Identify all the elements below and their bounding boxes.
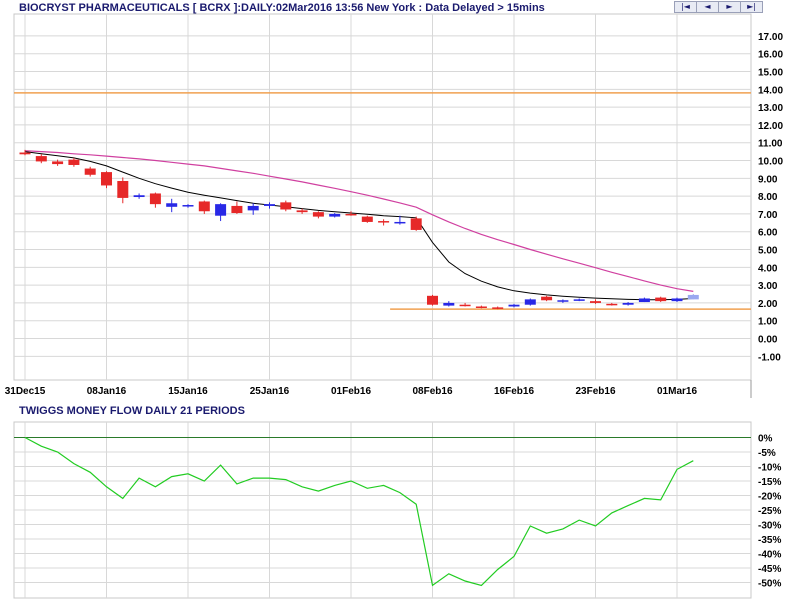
flow-y-tick-label: -45% — [758, 564, 781, 575]
moving-average-slow — [24, 150, 694, 292]
candle-body — [35, 156, 47, 162]
candle-body — [312, 212, 324, 217]
candle-body — [345, 213, 357, 216]
money-flow-line — [24, 436, 694, 587]
candle-body — [394, 221, 406, 224]
price-y-tick-label: 14.00 — [758, 85, 783, 96]
candle-body — [101, 172, 112, 186]
candle-body — [687, 294, 699, 300]
candle-body — [427, 295, 438, 305]
money-flow-title: TWIGGS MONEY FLOW DAILY 21 PERIODS — [19, 405, 245, 417]
flow-y-tick-label: -50% — [758, 579, 781, 590]
candle-body — [68, 159, 80, 165]
candle-body — [52, 161, 64, 165]
last-icon: ►| — [747, 2, 756, 11]
price-y-tick-label: 17.00 — [758, 32, 783, 43]
prev-icon: ◄ — [704, 2, 711, 11]
candle-body — [655, 297, 667, 302]
candle-body — [84, 168, 96, 175]
candle-body — [443, 302, 455, 306]
candle-body — [231, 205, 243, 214]
candle-body — [215, 204, 227, 216]
x-tick-label: 25Jan16 — [250, 386, 290, 397]
flow-y-tick-label: -10% — [758, 463, 781, 474]
x-tick-label: 31Dec15 — [5, 386, 46, 397]
moving-average-fast — [24, 151, 694, 301]
price-y-tick-label: 9.00 — [758, 174, 778, 185]
candle-body — [280, 202, 292, 210]
candle-body — [149, 193, 161, 205]
x-tick-label: 15Jan16 — [168, 386, 208, 397]
price-y-tick-label: 7.00 — [758, 210, 778, 221]
candle-body — [361, 216, 373, 222]
flow-y-tick-label: -35% — [758, 535, 781, 546]
price-y-tick-label: 6.00 — [758, 228, 778, 239]
x-tick-label: 01Mar16 — [657, 386, 697, 397]
flow-y-tick-label: -15% — [758, 477, 781, 488]
prev-button[interactable]: ◄ — [696, 1, 719, 13]
price-y-tick-label: -1.00 — [758, 352, 781, 363]
price-y-tick-label: 4.00 — [758, 263, 778, 274]
candle-body — [329, 213, 341, 217]
candle-body — [247, 205, 259, 211]
x-tick-label: 01Feb16 — [331, 386, 371, 397]
price-y-tick-label: 10.00 — [758, 157, 783, 168]
candle-body — [671, 298, 683, 302]
candle-body — [541, 296, 553, 301]
candle-body — [410, 218, 422, 230]
flow-y-tick-label: -25% — [758, 506, 781, 517]
flow-y-tick-label: -20% — [758, 492, 781, 503]
flow-y-tick-label: 0% — [758, 434, 773, 445]
price-y-tick-label: 5.00 — [758, 246, 778, 257]
candle-body — [606, 303, 618, 306]
x-tick-label: 08Jan16 — [87, 386, 127, 397]
price-y-tick-label: 2.00 — [758, 299, 778, 310]
candle-body — [622, 302, 634, 305]
x-tick-label: 08Feb16 — [412, 386, 452, 397]
candle-body — [19, 152, 31, 155]
candle-body — [133, 195, 145, 198]
candle-body — [573, 299, 585, 301]
price-y-tick-label: 11.00 — [758, 139, 783, 150]
price-y-tick-label: 16.00 — [758, 50, 783, 61]
candle-body — [296, 210, 308, 213]
x-tick-label: 23Feb16 — [575, 386, 615, 397]
flow-y-tick-label: -40% — [758, 550, 781, 561]
price-y-tick-label: 12.00 — [758, 121, 783, 132]
first-button[interactable]: |◄ — [674, 1, 697, 13]
candle-body — [492, 307, 504, 309]
candle-body — [638, 298, 650, 303]
price-y-tick-label: 0.00 — [758, 335, 778, 346]
flow-y-tick-label: -30% — [758, 521, 781, 532]
candle-body — [508, 304, 520, 307]
candle-body — [459, 304, 471, 307]
x-tick-label: 16Feb16 — [494, 386, 534, 397]
candle-body — [524, 299, 536, 305]
candle-body — [557, 300, 569, 302]
price-y-tick-label: 8.00 — [758, 192, 778, 203]
candle-body — [182, 205, 194, 207]
candle-body — [590, 301, 601, 303]
flow-y-tick-label: -5% — [758, 448, 776, 459]
candle-body — [198, 201, 210, 212]
first-icon: |◄ — [681, 2, 690, 11]
price-y-tick-label: 1.00 — [758, 317, 778, 328]
candle-body — [475, 306, 487, 308]
next-button[interactable]: ► — [718, 1, 741, 13]
candle-body — [117, 181, 129, 198]
price-y-tick-label: 13.00 — [758, 103, 783, 114]
candle-body — [264, 204, 275, 206]
price-y-tick-label: 3.00 — [758, 281, 778, 292]
price-panel-frame — [13, 13, 752, 381]
candle-body — [166, 203, 178, 207]
chart-title: BIOCRYST PHARMACEUTICALS [ BCRX ]:DAILY:… — [19, 2, 545, 14]
last-button[interactable]: ►| — [740, 1, 763, 13]
next-icon: ► — [726, 2, 733, 11]
candle-body — [378, 221, 390, 223]
price-y-tick-label: 15.00 — [758, 68, 783, 79]
